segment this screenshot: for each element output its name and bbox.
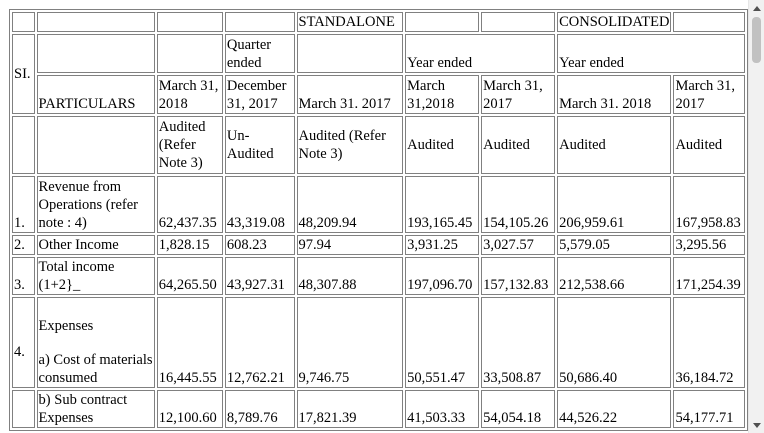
scrollbar-thumb[interactable] (752, 17, 761, 63)
date-heading: March 31. 2017 (296, 75, 404, 114)
table-row: 3. Total income (1+2}_ 64,265.50 43,927.… (12, 257, 745, 295)
row-number (12, 390, 35, 428)
value-cell: 54,054.18 (481, 390, 556, 428)
document-viewport: STANDALONE CONSOLIDATED SI. Quarter ende… (9, 9, 748, 431)
value-cell: 212,538.66 (557, 257, 672, 295)
table-row: 4. Expenses a) Cost of materials consume… (12, 297, 745, 388)
row-label: Other Income (36, 235, 155, 255)
year-ended-standalone-heading: Year ended (405, 34, 556, 73)
empty-cell (481, 12, 556, 32)
date-heading: March 31. 2018 (557, 75, 672, 114)
value-cell: 33,508.87 (481, 297, 556, 388)
value-cell: 5,579.05 (557, 235, 672, 255)
empty-cell (36, 34, 155, 73)
value-cell: 43,927.31 (224, 257, 295, 295)
value-cell: 12,100.60 (156, 390, 223, 428)
value-cell: 43,319.08 (224, 176, 295, 233)
si-heading: SI. (12, 34, 35, 114)
header-row-dates: PARTICULARS March 31, 2018 December 31, … (12, 75, 745, 114)
value-cell: 16,445.55 (156, 297, 223, 388)
date-heading: March 31,2018 (405, 75, 480, 114)
value-cell: 9,746.75 (296, 297, 404, 388)
value-cell: 50,551.47 (405, 297, 480, 388)
year-ended-consolidated-heading: Year ended (557, 34, 745, 73)
value-cell: 41,503.33 (405, 390, 480, 428)
table-row: b) Sub contract Expenses 12,100.60 8,789… (12, 390, 745, 428)
value-cell: 62,437.35 (156, 176, 223, 233)
audit-status: Un-Audited (224, 116, 295, 174)
consolidated-heading: CONSOLIDATED (557, 12, 672, 32)
audit-status: Audited (405, 116, 480, 174)
empty-cell (224, 12, 295, 32)
quarter-ended-heading: Quarter ended (224, 34, 295, 73)
spacer (39, 335, 153, 351)
row-label: Total income (1+2}_ (36, 257, 155, 295)
row-number: 1. (12, 176, 35, 233)
date-heading: December 31, 2017 (224, 75, 295, 114)
row-label: b) Sub contract Expenses (36, 390, 155, 428)
empty-cell (405, 12, 480, 32)
empty-cell (673, 12, 745, 32)
empty-cell (156, 12, 223, 32)
table-row: 1. Revenue from Operations (refer note :… (12, 176, 745, 233)
header-row-segment: STANDALONE CONSOLIDATED (12, 12, 745, 32)
value-cell: 64,265.50 (156, 257, 223, 295)
value-cell: 608.23 (224, 235, 295, 255)
value-cell: 17,821.39 (296, 390, 404, 428)
value-cell: 3,295.56 (673, 235, 745, 255)
value-cell: 44,526.22 (557, 390, 672, 428)
value-cell: 193,165.45 (405, 176, 480, 233)
particulars-heading: PARTICULARS (36, 75, 155, 114)
audit-status: Audited (557, 116, 672, 174)
value-cell: 1,828.15 (156, 235, 223, 255)
empty-cell (12, 12, 35, 32)
date-heading: March 31, 2017 (673, 75, 745, 114)
value-cell: 12,762.21 (224, 297, 295, 388)
table-row: 2. Other Income 1,828.15 608.23 97.94 3,… (12, 235, 745, 255)
row-label-text: a) Cost of materials consumed (38, 352, 153, 386)
vertical-scrollbar[interactable] (748, 0, 764, 433)
value-cell: 197,096.70 (405, 257, 480, 295)
header-row-audit-status: Audited (Refer Note 3) Un-Audited Audite… (12, 116, 745, 174)
audit-status: Audited (Refer Note 3) (156, 116, 223, 174)
empty-cell (12, 116, 35, 174)
empty-cell (36, 12, 155, 32)
empty-cell (156, 34, 223, 73)
row-label: Expenses a) Cost of materials consumed (36, 297, 155, 388)
value-cell: 97.94 (296, 235, 404, 255)
empty-cell (296, 34, 404, 73)
value-cell: 154,105.26 (481, 176, 556, 233)
standalone-heading: STANDALONE (296, 12, 404, 32)
row-label: Revenue from Operations (refer note : 4) (36, 176, 155, 233)
value-cell: 206,959.61 (557, 176, 672, 233)
audit-status: Audited (673, 116, 745, 174)
value-cell: 3,931.25 (405, 235, 480, 255)
value-cell: 3,027.57 (481, 235, 556, 255)
audit-status: Audited (481, 116, 556, 174)
empty-cell (36, 116, 155, 174)
value-cell: 48,307.88 (296, 257, 404, 295)
value-cell: 36,184.72 (673, 297, 745, 388)
value-cell: 48,209.94 (296, 176, 404, 233)
date-heading: March 31, 2018 (156, 75, 223, 114)
header-row-period: SI. Quarter ended Year ended Year ended (12, 34, 745, 114)
row-number: 4. (12, 297, 35, 388)
value-cell: 54,177.71 (673, 390, 745, 428)
expenses-heading: Expenses (38, 318, 94, 334)
value-cell: 167,958.83 (673, 176, 745, 233)
scroll-up-arrow-icon[interactable] (749, 0, 764, 16)
value-cell: 171,254.39 (673, 257, 745, 295)
row-number: 2. (12, 235, 35, 255)
value-cell: 8,789.76 (224, 390, 295, 428)
row-number: 3. (12, 257, 35, 295)
value-cell: 50,686.40 (557, 297, 672, 388)
value-cell: 157,132.83 (481, 257, 556, 295)
financial-results-table: STANDALONE CONSOLIDATED SI. Quarter ende… (9, 9, 748, 431)
date-heading: March 31, 2017 (481, 75, 556, 114)
audit-status: Audited (Refer Note 3) (296, 116, 404, 174)
scroll-down-arrow-icon[interactable] (749, 417, 764, 433)
